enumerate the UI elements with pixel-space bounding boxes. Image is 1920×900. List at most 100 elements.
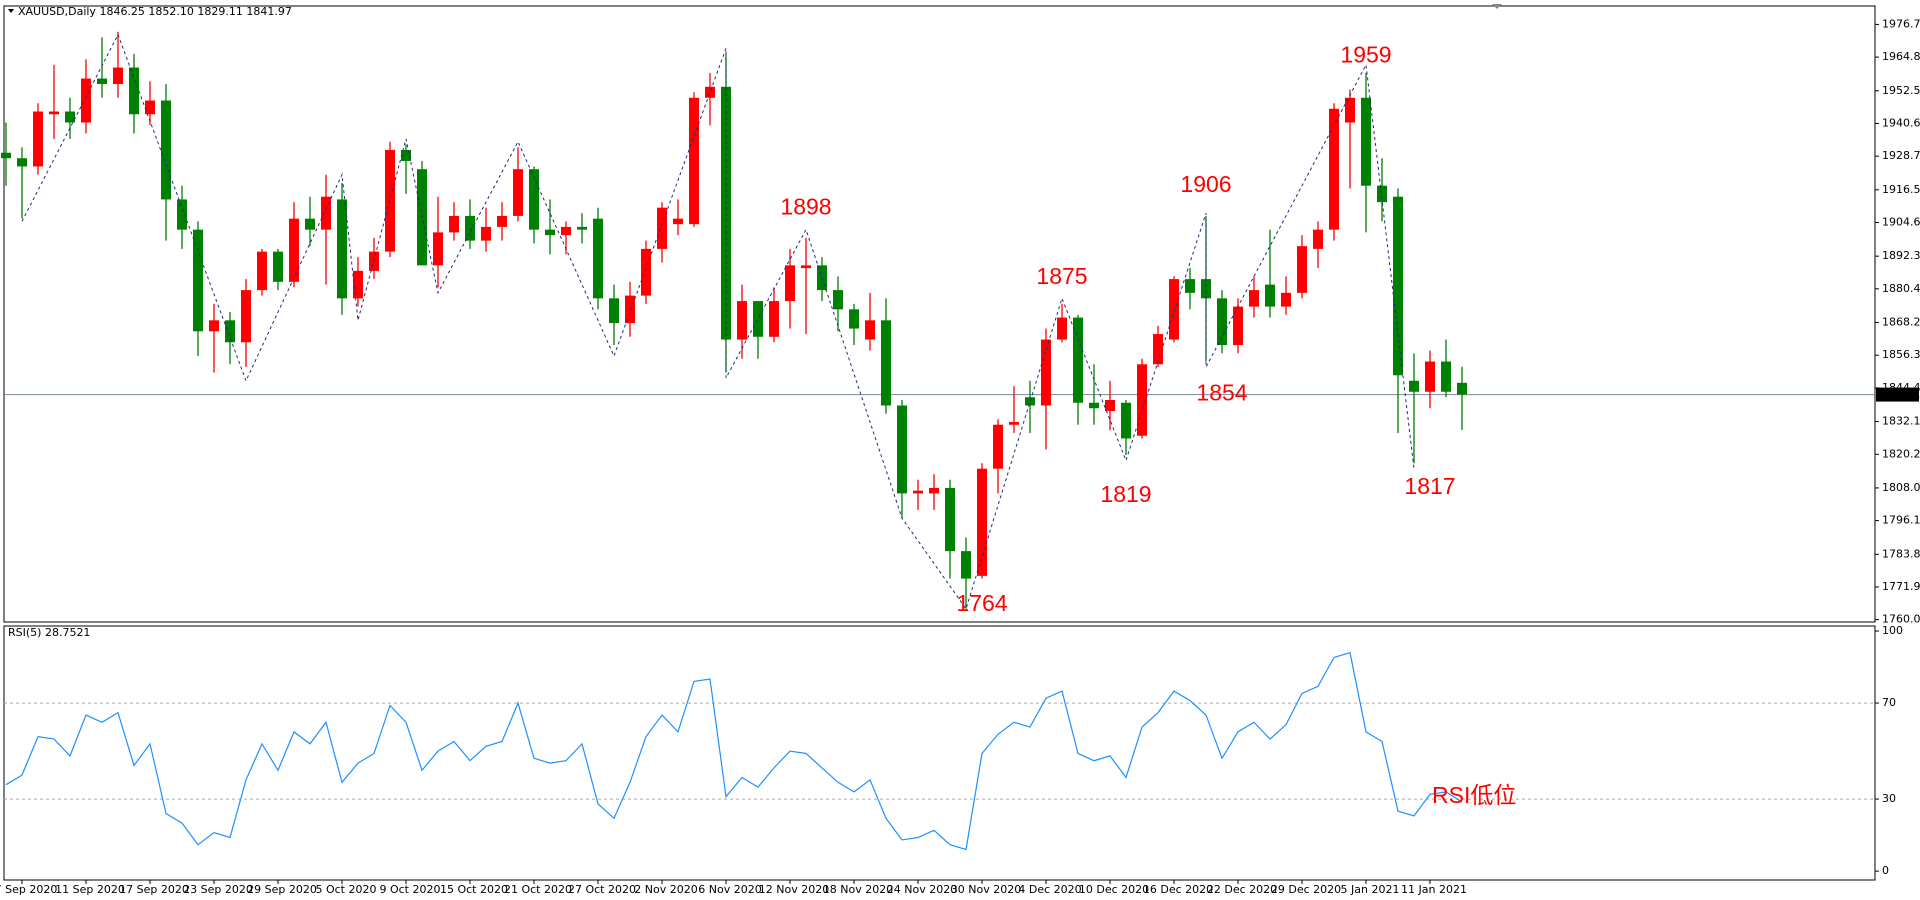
candle-body: [801, 265, 811, 269]
price-annotation: 1898: [780, 193, 831, 219]
candle-body: [513, 169, 523, 216]
candle-body: [1409, 380, 1419, 392]
y-tick-label: 1976.70: [1882, 17, 1920, 30]
y-tick-label: 1771.95: [1882, 580, 1920, 593]
candle-body: [721, 86, 731, 340]
y-tick-label: 1928.75: [1882, 149, 1920, 162]
candle-body: [209, 320, 219, 332]
price-annotation: 1817: [1404, 473, 1455, 499]
candle-body: [1185, 279, 1195, 293]
x-tick-label: 5 Jan 2021: [1341, 883, 1400, 896]
candle-body: [1121, 402, 1131, 439]
y-tick-label: 30: [1882, 792, 1896, 805]
price-title: XAUUSD,Daily 1846.25 1852.10 1829.11 184…: [18, 5, 292, 18]
x-tick-label: 4 Dec 2020: [1018, 883, 1081, 896]
candle-body: [945, 487, 955, 552]
y-tick-label: 1808.00: [1882, 481, 1920, 494]
x-tick-label: 12 Nov 2020: [759, 883, 829, 896]
y-tick-label: 1892.35: [1882, 249, 1920, 262]
candle-body: [65, 111, 75, 123]
x-tick-label: 17 Sep 2020: [119, 883, 189, 896]
candle-body: [1265, 284, 1275, 307]
y-tick-label: 1820.25: [1882, 447, 1920, 460]
x-tick-label: 10 Dec 2020: [1079, 883, 1149, 896]
candle-body: [737, 301, 747, 340]
candle-body: [145, 100, 155, 115]
candle-body: [465, 215, 475, 241]
y-tick-label: 1904.60: [1882, 216, 1920, 229]
x-tick-label: 15 Oct 2020: [440, 883, 508, 896]
rsi-line: [5, 651, 1463, 851]
candle-body: [1105, 399, 1115, 411]
y-tick-label: 1832.15: [1882, 415, 1920, 428]
candle-body: [753, 301, 763, 337]
candle-body: [1393, 196, 1403, 376]
x-tick-label: 21 Oct 2020: [504, 883, 572, 896]
y-tick-label: 70: [1882, 696, 1896, 709]
candle-body: [1057, 317, 1067, 340]
candle-body: [593, 218, 603, 299]
candle-body: [625, 295, 635, 324]
candle-body: [321, 196, 331, 230]
candle-body: [1457, 382, 1467, 395]
y-tick-label: 1868.20: [1882, 316, 1920, 329]
y-tick-label: 100: [1882, 624, 1903, 637]
rsi-title: RSI(5) 28.7521: [8, 626, 90, 639]
candle-body: [865, 320, 875, 340]
candle-body: [1217, 298, 1227, 346]
candle-body: [785, 265, 795, 302]
candle-body: [1089, 402, 1099, 409]
candle-body: [353, 270, 363, 299]
shift-marker: [1492, 4, 1502, 9]
candle-body: [913, 490, 923, 494]
y-tick-label: 1760.05: [1882, 613, 1920, 626]
candle-body: [993, 424, 1003, 469]
candle-body: [1169, 279, 1179, 340]
y-tick-label: 1880.45: [1882, 282, 1920, 295]
y-tick-label: 0: [1882, 864, 1889, 877]
candle-body: [769, 301, 779, 337]
candle-body: [257, 251, 267, 291]
candle-body: [561, 226, 571, 236]
candle-body: [1329, 108, 1339, 230]
candle-body: [225, 320, 235, 343]
candle-body: [1233, 306, 1243, 346]
candle-body: [929, 487, 939, 494]
candle-body: [977, 468, 987, 576]
candle-body: [1361, 97, 1371, 186]
candle-body: [609, 298, 619, 324]
candle-body: [1, 152, 11, 159]
candle-body: [129, 67, 139, 115]
x-tick-label: 30 Nov 2020: [951, 883, 1021, 896]
candle-body: [193, 229, 203, 332]
price-panel-frame: [3, 5, 1876, 623]
candle-body: [81, 78, 91, 123]
candle-body: [673, 218, 683, 225]
candle-body: [1025, 397, 1035, 406]
candle-body: [433, 232, 443, 266]
candle-body: [545, 229, 555, 236]
x-tick-label: 29 Sep 2020: [247, 883, 317, 896]
y-tick-label: 1856.30: [1882, 348, 1920, 361]
x-tick-label: 27 Oct 2020: [568, 883, 636, 896]
candle-body: [497, 215, 507, 227]
candle-body: [241, 290, 251, 343]
x-tick-label: 24 Nov 2020: [887, 883, 957, 896]
candle-body: [1425, 361, 1435, 392]
candle-body: [49, 111, 59, 115]
price-annotation: 1906: [1180, 171, 1231, 197]
candle-body: [1041, 339, 1051, 406]
y-tick-label: 1796.10: [1882, 514, 1920, 527]
price-annotation: 1854: [1196, 380, 1247, 406]
candle-body: [1153, 334, 1163, 365]
price-annotation: 1875: [1036, 263, 1087, 289]
candle-body: [897, 405, 907, 494]
candle-body: [961, 551, 971, 579]
candle-body: [1009, 421, 1019, 425]
x-tick-label: 18 Nov 2020: [823, 883, 893, 896]
candle-body: [833, 290, 843, 310]
candle-body: [1441, 361, 1451, 392]
candle-body: [881, 320, 891, 406]
